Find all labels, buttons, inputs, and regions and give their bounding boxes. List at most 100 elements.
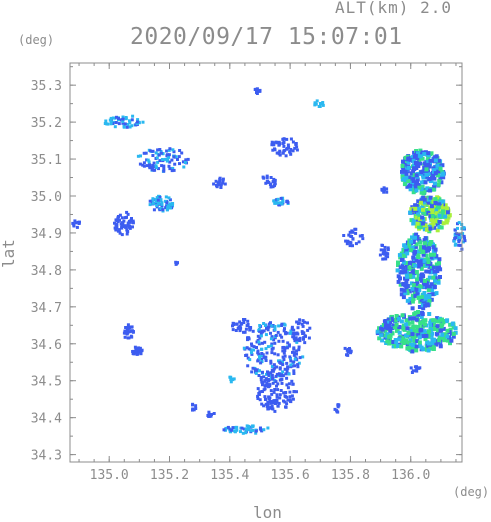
radar-echo-pixel — [158, 159, 162, 163]
radar-echo-pixel — [280, 322, 284, 326]
radar-echo-pixel — [270, 392, 274, 396]
radar-echo-pixel — [419, 200, 423, 205]
radar-echo-pixel — [422, 278, 427, 283]
radar-echo-pixel — [417, 216, 422, 221]
radar-echo-pixel — [120, 221, 124, 225]
radar-echo-pixel — [336, 405, 340, 409]
radar-echo-pixel — [254, 429, 258, 433]
radar-echo-pixel — [429, 252, 434, 257]
radar-echo-pixel — [411, 328, 416, 333]
radar-echo-pixel — [159, 198, 163, 202]
radar-echo-pixel — [386, 320, 391, 325]
radar-echo-pixel — [419, 198, 424, 203]
radar-echo-pixel — [321, 101, 325, 104]
radar-echo-pixel — [419, 297, 424, 302]
radar-echo-pixel — [264, 402, 268, 406]
radar-echo-pixel — [436, 328, 440, 333]
radar-echo-pixel — [275, 393, 279, 397]
radar-echo-pixel — [397, 325, 402, 329]
radar-echo-pixel — [284, 395, 288, 399]
radar-echo-pixel — [124, 216, 127, 220]
radar-echo-pixel — [272, 367, 276, 371]
radar-echo-pixel — [245, 346, 249, 350]
radar-echo-pixel — [403, 276, 407, 281]
radar-echo-pixel — [427, 298, 432, 303]
radar-echo-pixel — [154, 198, 158, 202]
radar-echo-pixel — [169, 206, 172, 210]
radar-echo-pixel — [411, 179, 416, 183]
radar-echo-pixel — [289, 329, 293, 333]
radar-echo-pixel — [422, 245, 426, 250]
radar-echo-pixel — [191, 402, 195, 406]
radar-echo-pixel — [421, 347, 426, 352]
radar-echo-pixel — [410, 306, 415, 311]
radar-echo-pixel — [429, 333, 434, 338]
radar-echo-pixel — [191, 408, 195, 412]
radar-echo-pixel — [284, 154, 288, 158]
radar-echo-pixel — [399, 344, 404, 349]
radar-echo-pixel — [394, 340, 399, 345]
radar-echo-pixel — [265, 372, 268, 376]
radar-echo-pixel — [443, 210, 448, 215]
radar-echo-pixel — [277, 143, 281, 147]
radar-echo-pixel — [431, 341, 435, 346]
radar-echo-pixel — [269, 401, 273, 405]
radar-echo-pixel — [401, 260, 406, 265]
radar-echo-pixel — [415, 177, 420, 182]
radar-echo-pixel — [126, 221, 130, 225]
radar-echo-pixel — [168, 198, 172, 202]
radar-echo-pixel — [115, 219, 119, 222]
radar-echo-pixel — [441, 199, 446, 204]
radar-echo-pixel — [392, 325, 397, 330]
radar-echo-pixel — [286, 143, 290, 147]
lat-unit-label: (deg) — [18, 33, 55, 47]
radar-echo-pixel — [285, 331, 289, 335]
radar-echo-pixel — [272, 199, 276, 203]
radar-echo-pixel — [298, 337, 302, 341]
radar-echo-pixel — [290, 394, 294, 398]
radar-echo-pixel — [277, 401, 281, 405]
radar-echo-pixel — [408, 183, 412, 188]
radar-echo-pixel — [224, 426, 228, 430]
radar-echo-pixel — [407, 260, 412, 265]
radar-echo-pixel — [235, 322, 239, 326]
radar-echo-pixel — [404, 322, 409, 327]
radar-echo-pixel — [425, 208, 430, 212]
radar-echo-pixel — [423, 294, 428, 299]
radar-echo-pixel — [117, 218, 121, 222]
radar-echo-pixel — [442, 338, 447, 343]
radar-echo-pixel — [260, 380, 264, 384]
radar-echo-pixel — [285, 137, 289, 141]
radar-echo-pixel — [240, 426, 244, 430]
radar-echo-pixel — [267, 385, 270, 389]
radar-echo-pixel — [266, 179, 270, 183]
radar-echo-pixel — [336, 403, 340, 407]
radar-echo-pixel — [148, 203, 152, 207]
radar-echo-pixel — [398, 282, 403, 287]
radar-echo-pixel — [448, 327, 453, 332]
radar-echo-pixel — [258, 324, 262, 327]
radar-echo-pixel — [433, 273, 438, 278]
radar-echo-pixel — [131, 219, 135, 223]
radar-echo-pixel — [242, 321, 246, 324]
radar-echo-pixel — [448, 341, 452, 346]
radar-echo-pixel — [270, 405, 274, 409]
radar-echo-pixel — [280, 202, 284, 206]
radar-echo-pixel — [421, 319, 426, 323]
radar-echo-pixel — [435, 269, 440, 273]
radar-echo-pixel — [282, 144, 286, 148]
radar-echo-pixel — [294, 142, 298, 145]
radar-echo-pixel — [288, 150, 292, 154]
radar-echo-pixel — [264, 377, 268, 381]
radar-echo-pixel — [428, 188, 433, 193]
radar-echo-pixel — [268, 183, 272, 186]
x-tick-label: 135.2 — [150, 468, 189, 483]
radar-echo-pixel — [308, 326, 312, 330]
radar-echo-pixel — [458, 243, 462, 247]
radar-echo-pixel — [407, 265, 412, 270]
radar-echo-pixel — [402, 288, 407, 293]
radar-echo-pixel — [416, 274, 421, 278]
radar-echo-pixel — [285, 402, 289, 406]
radar-echo-pixel — [424, 333, 429, 338]
radar-echo-pixel — [292, 335, 296, 339]
